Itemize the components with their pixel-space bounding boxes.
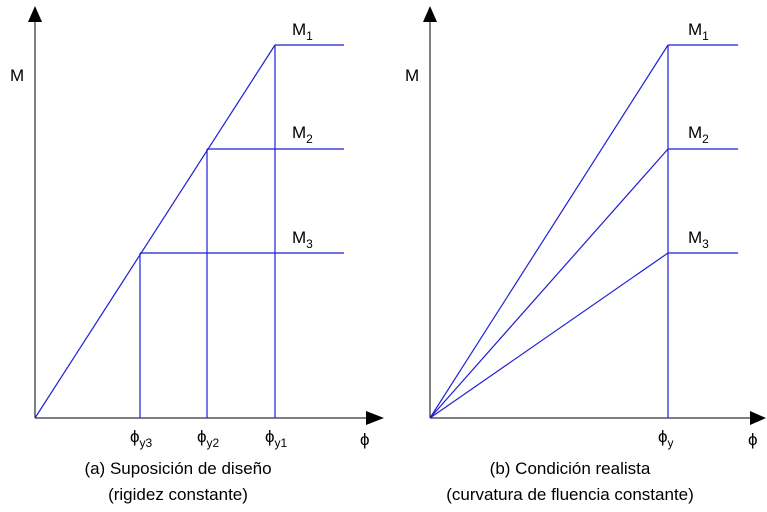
diagram-b-label-m3: M3 — [688, 228, 709, 251]
diagram-b-y-axis-arrow — [423, 6, 437, 22]
diagram-a-elastic-line — [34, 44, 276, 419]
diagram-b-line-m3 — [429, 252, 669, 419]
diagram-b-label-phi-y: ϕy — [658, 427, 674, 450]
diagram-a-label-m2: M2 — [292, 123, 313, 146]
diagram-a: M ϕ M1 M2 M3 ϕy3 ϕy2 ϕy1 (a) Suposición … — [10, 6, 384, 504]
diagram-a-caption-line1: (a) Suposición de diseño — [84, 459, 271, 478]
diagram-a-y-axis-arrow — [28, 6, 42, 22]
diagram-b-line-m2 — [429, 148, 669, 419]
diagram-a-y-axis-label: M — [10, 66, 24, 85]
diagram-a-x-axis-arrow — [366, 411, 384, 425]
diagram-b-label-m2: M2 — [688, 123, 709, 146]
diagram-b-label-m1: M1 — [688, 20, 709, 43]
diagram-a-label-phi-y2: ϕy2 — [197, 427, 220, 450]
diagram-a-caption-line2: (rigidez constante) — [108, 485, 248, 504]
diagram-b-x-axis-label: ϕ — [748, 430, 758, 449]
diagram-b: M ϕ M1 M2 M3 ϕy (b) Condición realista (… — [405, 6, 766, 504]
diagram-a-label-phi-y1: ϕy1 — [265, 427, 288, 450]
diagram-a-label-m3: M3 — [292, 228, 313, 251]
diagram-a-label-m1: M1 — [292, 20, 313, 43]
diagram-a-label-phi-y3: ϕy3 — [130, 427, 153, 450]
diagram-b-caption-line2: (curvatura de fluencia constante) — [446, 485, 694, 504]
diagram-b-line-m1 — [429, 44, 669, 419]
diagram-b-caption-line1: (b) Condición realista — [490, 459, 651, 478]
diagram-a-x-axis-label: ϕ — [360, 430, 370, 449]
diagram-b-y-axis-label: M — [405, 66, 419, 85]
diagram-b-x-axis-arrow — [750, 411, 766, 425]
